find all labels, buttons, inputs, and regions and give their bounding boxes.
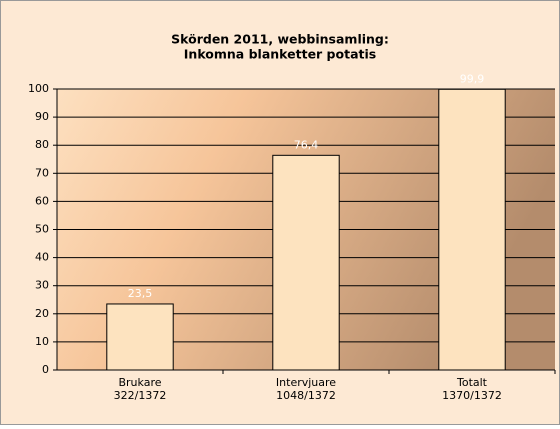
- x-tick-label: Intervjuare: [276, 376, 336, 389]
- chart-title: Skörden 2011, webbinsamling:: [171, 32, 389, 47]
- value-label: 99,9: [460, 72, 485, 85]
- y-tick-label: 10: [35, 335, 49, 348]
- bar: [106, 303, 174, 371]
- y-tick-label: 20: [35, 307, 49, 320]
- y-tick-label: 0: [42, 363, 49, 376]
- y-tick-label: 30: [35, 279, 49, 292]
- x-tick-label: 322/1372: [114, 389, 167, 402]
- bar: [438, 88, 506, 371]
- x-tick-label: 1048/1372: [276, 389, 336, 402]
- y-tick-label: 50: [35, 223, 49, 236]
- x-tick-label: Totalt: [456, 376, 488, 389]
- y-tick-label: 40: [35, 251, 49, 264]
- chart-title: Inkomna blanketter potatis: [184, 47, 376, 62]
- x-tick-label: Brukare: [118, 376, 161, 389]
- y-tick-label: 100: [28, 82, 49, 95]
- y-tick-label: 70: [35, 166, 49, 179]
- y-tick-label: 90: [35, 110, 49, 123]
- y-tick-label: 80: [35, 138, 49, 151]
- x-tick-label: 1370/1372: [442, 389, 502, 402]
- value-label: 76,4: [294, 138, 319, 151]
- bar: [272, 154, 340, 371]
- value-label: 23,5: [128, 287, 153, 300]
- y-tick-label: 60: [35, 194, 49, 207]
